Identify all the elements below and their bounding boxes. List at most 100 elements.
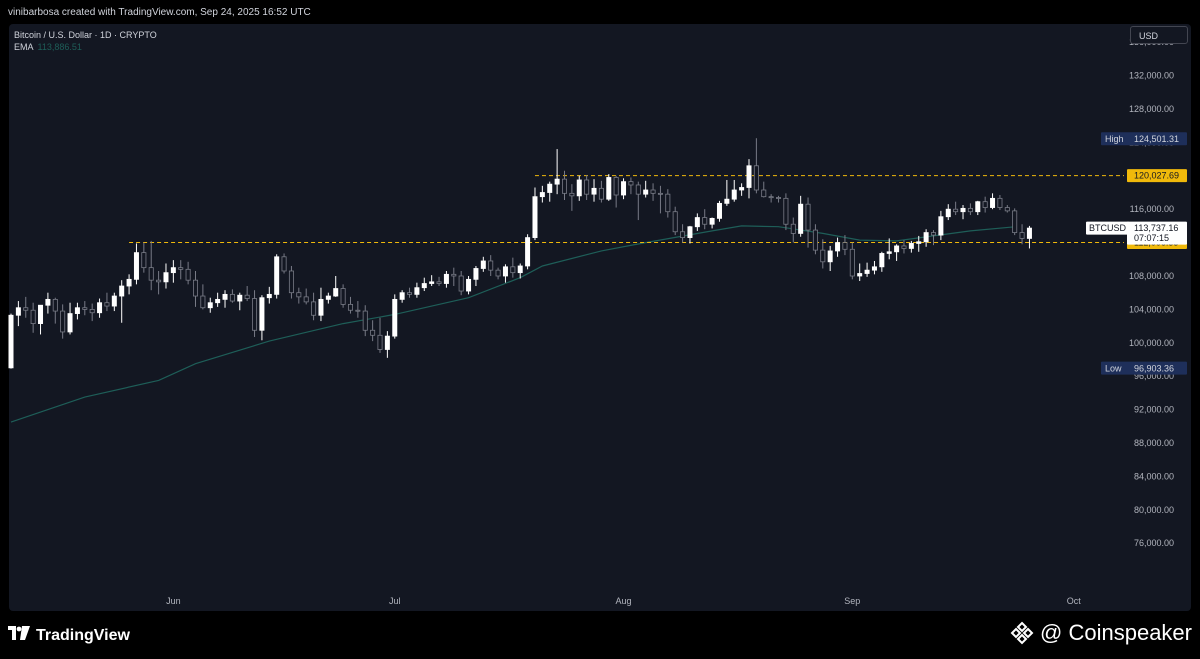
candle-up <box>222 293 228 300</box>
candle-down <box>598 187 604 200</box>
x-tick-label: Sep <box>844 596 860 606</box>
candle-down <box>488 260 494 271</box>
candle-up <box>945 208 951 218</box>
candle-down <box>436 281 442 284</box>
y-tick-label: 92,000.00 <box>1134 405 1174 415</box>
candle-up <box>716 202 722 219</box>
candle-up <box>938 216 944 236</box>
candle-down <box>311 301 317 316</box>
candle-up <box>1026 227 1032 239</box>
candle-down <box>281 256 287 272</box>
symbol-tag-box <box>1086 221 1129 235</box>
candle-down <box>680 231 686 238</box>
candle-up <box>399 292 405 300</box>
candle-up <box>38 304 44 324</box>
candle-up <box>480 260 486 269</box>
candle-down <box>148 267 154 281</box>
candle-up <box>333 288 339 297</box>
candle-down <box>370 329 376 336</box>
level-price-text: 120,027.69 <box>1134 171 1179 181</box>
candle-down <box>657 192 663 195</box>
candle-down <box>790 223 796 234</box>
price-chart[interactable]: 76,000.00 80,000.00 84,000.00 88,000.00 92,0… <box>0 0 1200 611</box>
high-label: High <box>1105 134 1124 144</box>
candle-down <box>185 268 191 281</box>
ema-legend[interactable]: EMA 113,886.51 <box>14 41 157 53</box>
candle-down <box>252 298 258 331</box>
candle-down <box>753 165 759 191</box>
candle-down <box>60 310 66 333</box>
candle-down <box>1019 232 1025 239</box>
candle-up <box>886 251 892 254</box>
y-tick-label: 108,000.00 <box>1129 271 1174 281</box>
candle-down <box>613 177 619 196</box>
candle-down <box>1004 207 1010 212</box>
x-tick-label: Oct <box>1067 596 1082 606</box>
candle-down <box>23 307 29 311</box>
level-price-box <box>1127 169 1187 183</box>
y-tick-label: 84,000.00 <box>1134 471 1174 481</box>
candle-up <box>857 273 863 277</box>
candle-up <box>215 298 221 304</box>
candle-up <box>517 265 523 274</box>
candle-up <box>621 181 627 196</box>
candle-up <box>67 313 73 333</box>
candle-up <box>237 294 243 302</box>
candle-down <box>104 302 110 307</box>
candle-down <box>783 197 789 225</box>
candle-up <box>694 217 700 228</box>
currency-button[interactable]: USD <box>1130 26 1188 44</box>
candle-up <box>576 179 582 197</box>
tradingview-logo-icon <box>8 626 30 645</box>
candle-up <box>606 177 612 200</box>
candle-down <box>901 245 907 249</box>
candle-down <box>849 248 855 277</box>
candle-down <box>628 181 634 186</box>
symbol-line[interactable]: Bitcoin / U.S. Dollar · 1D · CRYPTO <box>14 30 157 40</box>
last-price: 113,737.16 <box>1134 223 1178 233</box>
candle-down <box>812 229 818 251</box>
low-label-box <box>1101 361 1187 375</box>
candle-down <box>156 279 162 283</box>
candle-down <box>458 275 464 292</box>
price-countdown: 07:07:15 <box>1134 233 1169 243</box>
candle-up <box>429 281 435 284</box>
candle-down <box>296 292 302 298</box>
candle-down <box>355 309 361 312</box>
candle-down <box>569 192 575 197</box>
candle-up <box>724 198 730 204</box>
candle-up <box>15 307 21 316</box>
ema-value: 113,886.51 <box>37 42 82 52</box>
candle-up <box>119 285 125 297</box>
candle-up <box>525 237 531 267</box>
candle-down <box>89 308 95 314</box>
candle-up <box>798 203 804 234</box>
candle-up <box>97 302 103 314</box>
x-tick-label: Jul <box>389 596 401 606</box>
candle-down <box>407 292 413 295</box>
candle-up <box>960 207 966 213</box>
candle-down <box>1012 210 1018 233</box>
candle-up <box>392 298 398 337</box>
candle-up <box>473 268 479 280</box>
candle-up <box>591 187 597 195</box>
candle-down <box>967 207 973 213</box>
high-label-box <box>1101 132 1187 146</box>
attribution-text: vinibarbosa created with TradingView.com… <box>8 7 311 18</box>
candle-down <box>842 242 848 250</box>
candle-up <box>916 241 922 244</box>
candle-down <box>768 196 774 199</box>
candle-down <box>805 203 811 231</box>
candle-down <box>931 232 937 236</box>
candle-up <box>133 252 139 280</box>
candle-down <box>362 310 368 331</box>
tradingview-logo[interactable]: TradingView <box>8 626 130 645</box>
candle-up <box>864 269 870 274</box>
candle-down <box>340 288 346 305</box>
y-tick-label: 96,000.00 <box>1134 371 1174 381</box>
x-tick-label: Aug <box>616 596 632 606</box>
candle-down <box>288 270 294 294</box>
candle-up <box>111 295 117 307</box>
candle-up <box>502 266 508 277</box>
candle-down <box>562 178 568 194</box>
